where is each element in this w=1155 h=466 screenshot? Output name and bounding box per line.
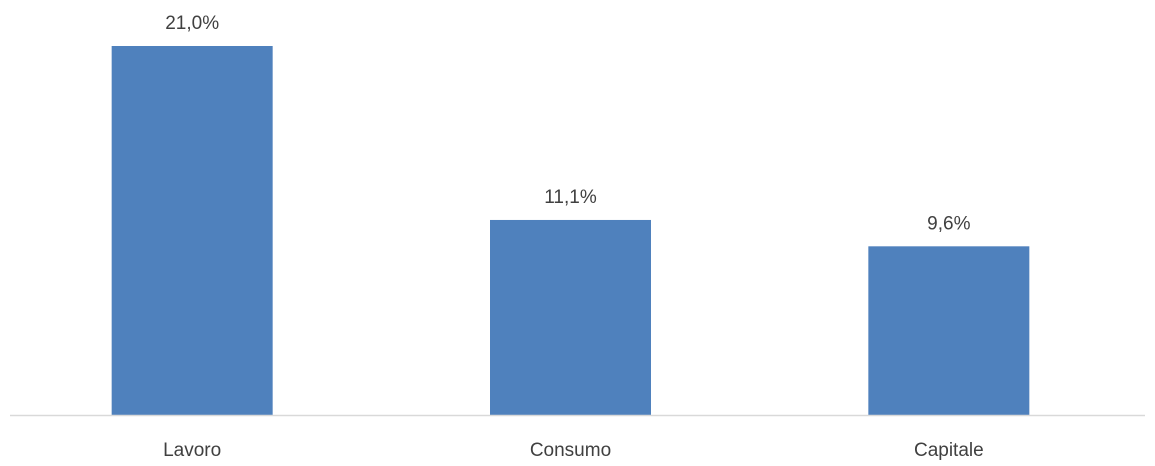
labels-layer: 21,0% Lavoro 11,1% Consumo 9,6% Capitale xyxy=(163,13,984,461)
data-label-lavoro: 21,0% xyxy=(165,13,219,34)
bar-capitale xyxy=(868,246,1030,415)
x-tick-label-consumo: Consumo xyxy=(530,440,611,461)
bar-lavoro xyxy=(111,46,273,415)
bars-layer xyxy=(111,46,1030,415)
x-tick-label-lavoro: Lavoro xyxy=(163,440,221,461)
x-tick-label-capitale: Capitale xyxy=(914,440,984,461)
data-label-capitale: 9,6% xyxy=(927,213,970,234)
bar-consumo xyxy=(490,219,651,415)
data-label-consumo: 11,1% xyxy=(544,187,597,208)
